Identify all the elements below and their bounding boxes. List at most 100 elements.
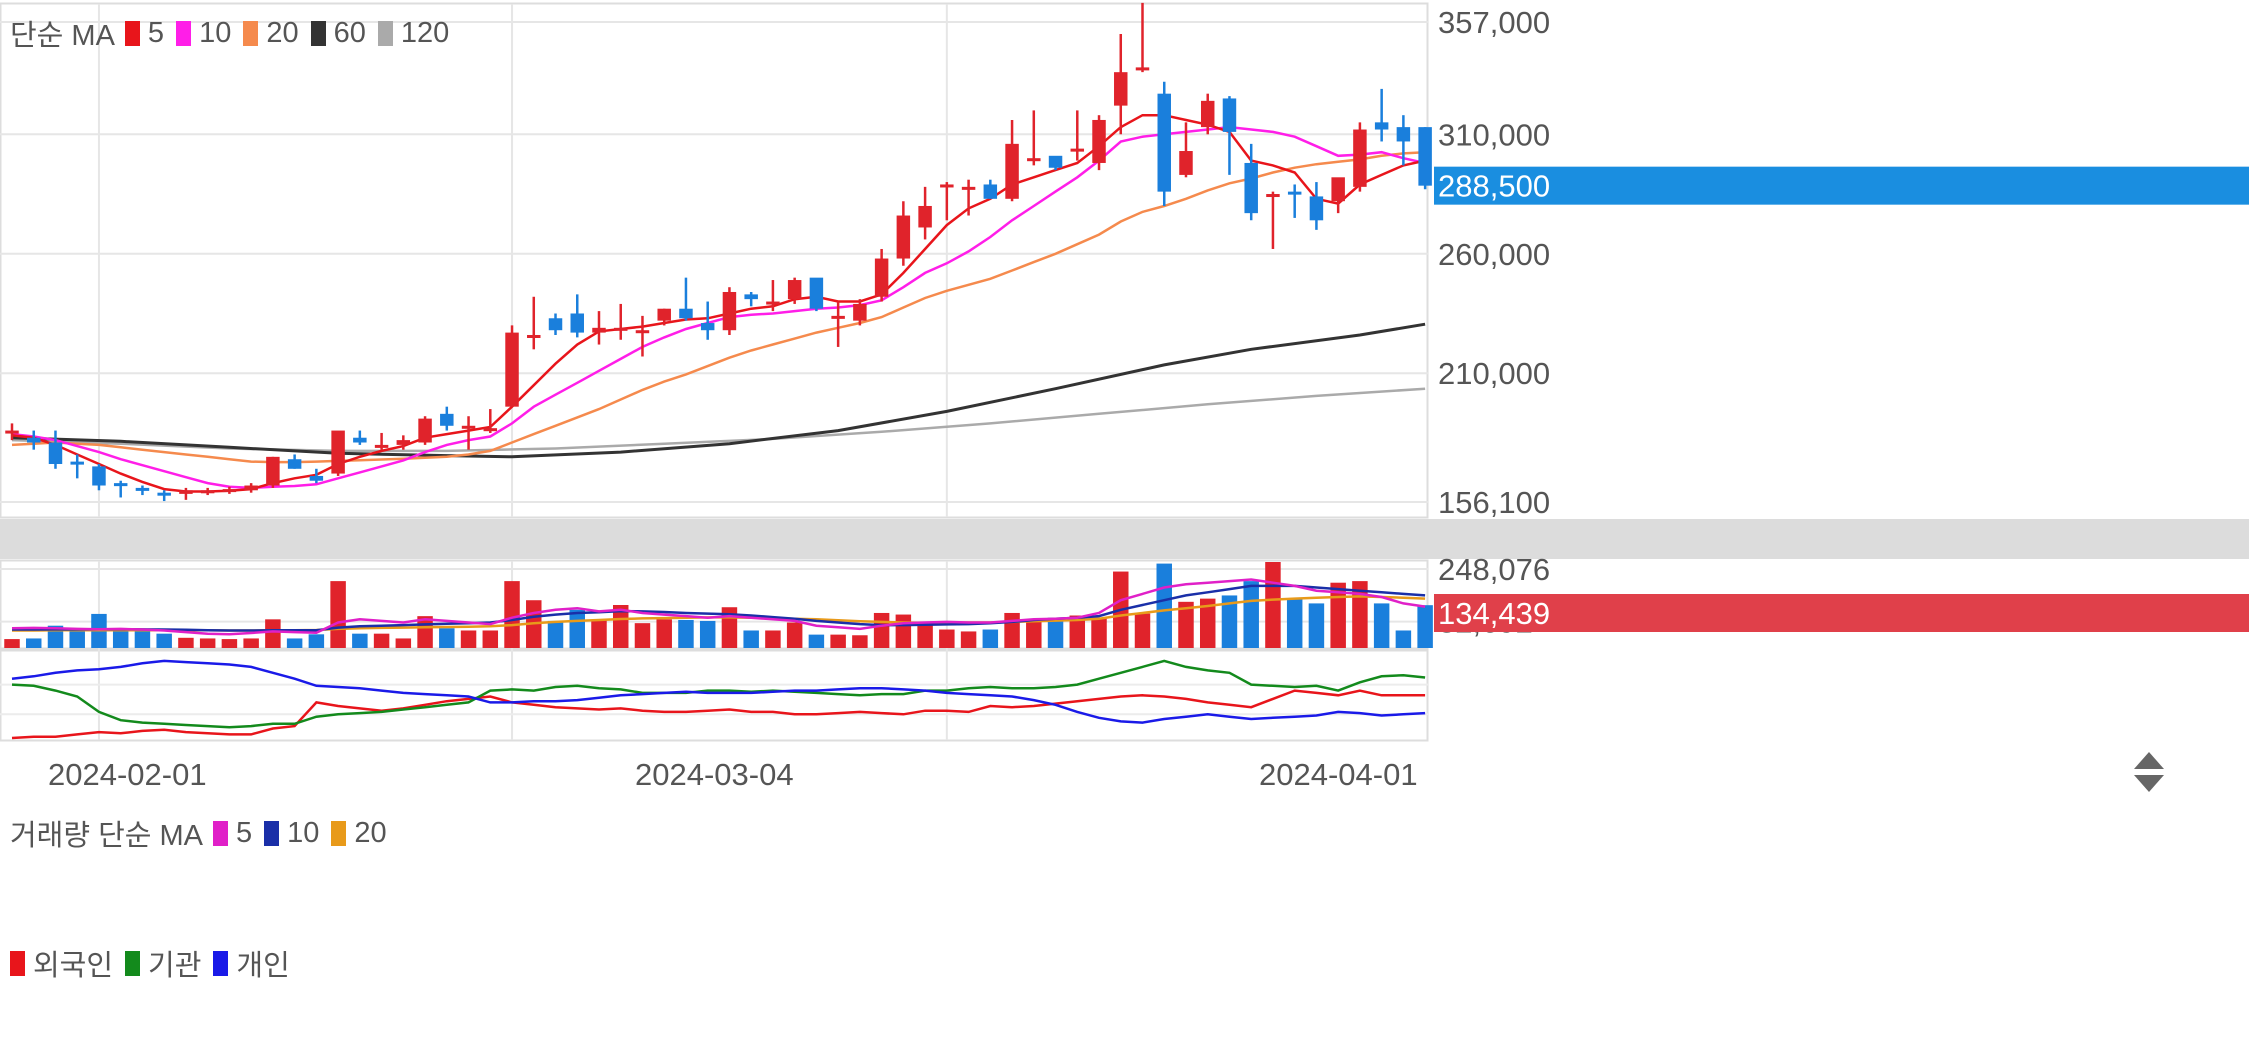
candle-body [548,318,563,331]
price-legend-swatch-5 [124,20,140,46]
candle [1266,191,1280,249]
volume-legend-swatch-20 [331,820,347,846]
volume-bar [439,628,455,648]
volume-bar [678,619,694,648]
candle-body [222,489,237,493]
candle [1179,122,1193,178]
candle-body [1200,100,1215,128]
current-volume-label: 134,439 [1438,596,1550,631]
candle-body [483,428,498,432]
volume-bar [1243,581,1259,648]
candle [135,485,150,496]
candle [1244,143,1258,221]
candle-body [1027,158,1041,162]
volume-bar [1221,595,1238,648]
price-legend-5: 5 [147,16,165,49]
candle [1092,115,1106,171]
volume-legend-10: 10 [287,816,320,849]
candle [287,454,302,469]
candlesticks [5,2,1432,502]
candle [331,430,345,476]
volume-bar [1026,619,1042,648]
investor-legend-institution: 기관 [148,950,202,982]
candle [1135,2,1150,73]
volume-bar [1308,603,1325,648]
candle-body [744,294,758,300]
candle-body [461,425,476,429]
candle [1222,96,1237,175]
candle [570,294,584,338]
candle-body [874,258,889,297]
volume-bar [1069,615,1086,648]
candle [679,277,693,321]
candle-body [592,327,606,333]
volume-bar [547,620,564,648]
candle [809,277,824,312]
candle [27,430,41,450]
price-ma-lines [11,113,1426,493]
date-tick-label: 2024-04-01 [1259,757,1418,792]
investor-legend-swatch-foreign [10,950,25,976]
candle-body [113,483,128,487]
candle-body [635,330,650,334]
candle-body [1157,93,1171,192]
volume-bar [178,637,194,648]
candle [657,308,671,326]
candle-body [266,456,280,486]
volume-bar [634,623,651,648]
candle-body [92,466,106,486]
date-tick-label: 2024-03-04 [635,757,794,792]
date-tick-label: 2024-02-01 [48,757,207,792]
candle-body [961,186,976,190]
candle [309,468,324,484]
candle [70,454,84,479]
panel-resize-icon[interactable] [2132,750,2166,794]
volume-bar [221,639,238,648]
candle [983,179,998,199]
candle-body [700,323,715,331]
price-legend-swatch-10 [176,20,192,46]
price-legend-60: 60 [333,16,366,49]
volume-bar [982,629,999,648]
volume-bar [4,639,20,648]
candle [48,430,63,469]
candle [722,287,737,335]
candle-body [48,442,63,465]
volume-bar [1417,605,1433,648]
volume-bar [873,612,890,648]
candle [548,313,563,335]
candle [1309,182,1324,230]
candle-body [940,184,954,188]
volume-bar [1047,617,1064,648]
candle [527,296,541,350]
volume-tick-label: 248,076 [1438,552,1550,587]
volume-bar [1004,612,1020,648]
candle [244,483,258,493]
volume-bar [286,638,303,648]
price-tick-label: 210,000 [1438,356,1550,391]
candle [5,423,19,441]
candle [113,480,128,498]
investor-legend-individual: 개인 [236,950,290,982]
candle-body [1374,122,1389,130]
candle [1396,115,1411,166]
candle [744,291,758,307]
candle-body [1266,194,1280,198]
volume-bars [4,562,1433,648]
candle [635,315,650,357]
volume-bar [156,633,172,648]
volume-bar [69,628,85,648]
volume-ma-line-10 [12,584,1426,632]
candle-body [766,301,780,305]
candle-body [722,291,737,331]
price-legend-120: 120 [400,16,450,49]
volume-bar [1156,563,1172,648]
ma-line-10 [11,125,1426,490]
candle [853,299,867,326]
ma-line-60 [11,322,1426,459]
candle-body [70,461,84,465]
volume-bar [569,609,585,648]
volume-bar [743,630,759,648]
candle [179,487,193,500]
candle [418,416,432,445]
